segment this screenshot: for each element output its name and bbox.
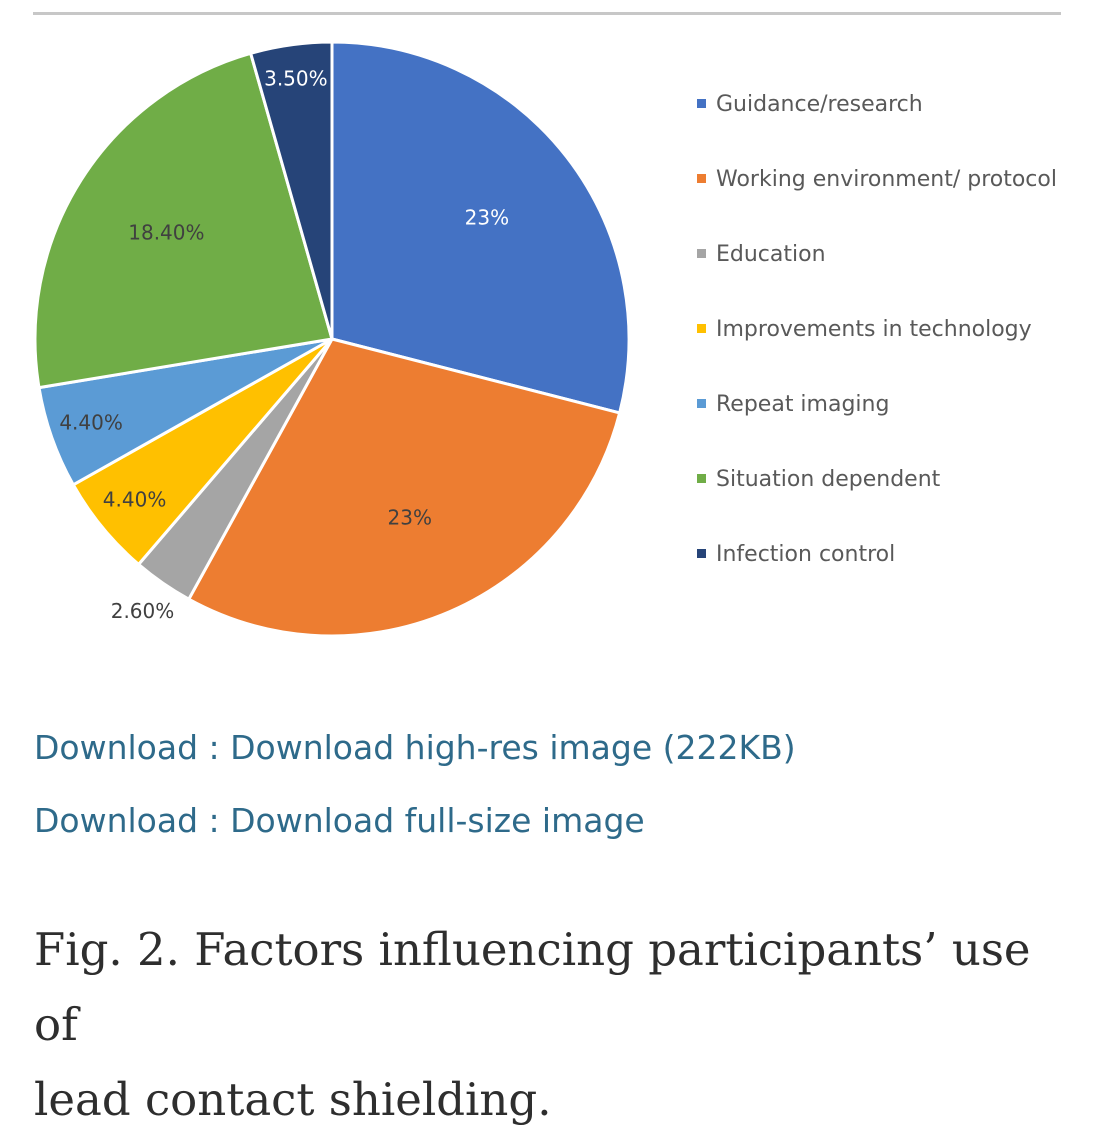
pie-data-label-5: 18.40% bbox=[128, 221, 204, 245]
legend-label-4: Repeat imaging bbox=[716, 392, 890, 417]
legend-label-1: Working environment/ protocol bbox=[716, 167, 1057, 192]
legend-label-0: Guidance/research bbox=[716, 92, 923, 117]
legend-label-6: Infection control bbox=[716, 542, 896, 567]
pie-data-label-3: 4.40% bbox=[103, 488, 167, 512]
legend-label-3: Improvements in technology bbox=[716, 317, 1032, 342]
legend-swatch-4 bbox=[697, 399, 706, 408]
download-high-res-link[interactable]: Download : Download high-res image (222K… bbox=[34, 728, 796, 767]
pie-slice-0 bbox=[330, 40, 631, 415]
legend-swatch-5 bbox=[697, 474, 706, 483]
top-divider bbox=[33, 12, 1061, 15]
pie-data-label-0: 23% bbox=[465, 205, 509, 229]
legend-item-5: Situation dependent bbox=[697, 467, 940, 492]
pie-data-label-1: 23% bbox=[388, 505, 432, 529]
legend-label-2: Education bbox=[716, 242, 826, 267]
pie-data-label-4: 4.40% bbox=[59, 410, 123, 434]
legend-item-4: Repeat imaging bbox=[697, 392, 889, 417]
legend-swatch-1 bbox=[697, 174, 706, 183]
figure-caption: Fig. 2. Factors influencing participants… bbox=[34, 912, 1044, 1137]
pie-slice-1 bbox=[187, 337, 622, 638]
legend-item-1: Working environment/ protocol bbox=[697, 167, 1057, 192]
legend-label-5: Situation dependent bbox=[716, 467, 941, 492]
legend-swatch-6 bbox=[697, 549, 706, 558]
caption-line-2: lead contact shielding. bbox=[34, 1073, 552, 1126]
legend-swatch-3 bbox=[697, 324, 706, 333]
legend-item-6: Infection control bbox=[697, 542, 895, 567]
download-full-size-link[interactable]: Download : Download full-size image bbox=[34, 801, 645, 840]
pie-slice-5 bbox=[33, 51, 334, 390]
legend-swatch-2 bbox=[697, 249, 706, 258]
legend-swatch-0 bbox=[697, 99, 706, 108]
pie-slice-6 bbox=[249, 40, 334, 341]
pie-data-label-6: 3.50% bbox=[264, 67, 328, 91]
pie-data-label-2: 2.60% bbox=[111, 599, 175, 623]
legend-item-3: Improvements in technology bbox=[697, 317, 1032, 342]
legend-item-2: Education bbox=[697, 242, 826, 267]
caption-line-1: Fig. 2. Factors influencing participants… bbox=[34, 923, 1031, 1051]
pie-chart: 23% 23% 2.60% 4.40% 4.40% 18.40% 3.50% bbox=[33, 40, 631, 638]
legend-item-0: Guidance/research bbox=[697, 92, 923, 117]
